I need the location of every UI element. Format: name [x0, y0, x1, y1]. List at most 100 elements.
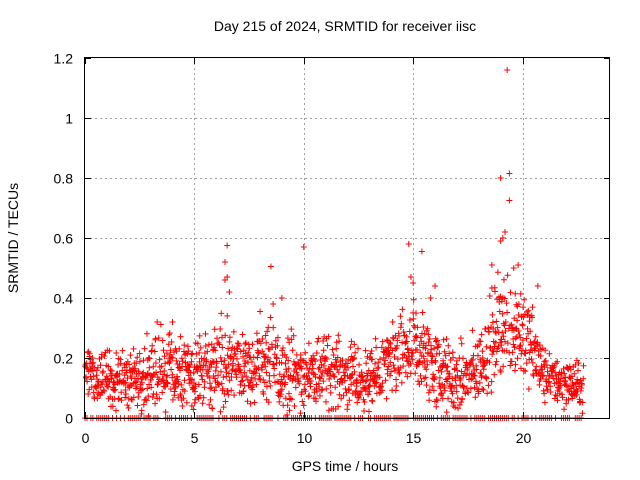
data-point	[489, 311, 496, 318]
data-point	[273, 354, 280, 361]
data-point	[340, 392, 347, 399]
data-point	[309, 365, 316, 372]
data-point	[574, 376, 581, 383]
data-point	[387, 372, 394, 379]
grid	[85, 58, 610, 418]
data-point	[336, 391, 343, 398]
data-point	[183, 366, 190, 373]
data-point	[458, 399, 465, 406]
data-point	[256, 375, 263, 382]
data-point	[217, 408, 224, 415]
data-point	[353, 376, 360, 383]
data-point	[579, 410, 586, 417]
data-point	[169, 354, 176, 361]
data-point	[534, 283, 541, 289]
data-point	[213, 360, 220, 367]
data-point	[279, 347, 286, 354]
data-point	[324, 342, 331, 349]
data-point	[94, 382, 101, 389]
data-point	[467, 385, 474, 392]
data-point	[179, 402, 186, 409]
data-point	[492, 288, 499, 295]
data-point	[420, 324, 427, 331]
y-tick-label: 0	[65, 411, 73, 427]
data-point	[477, 338, 484, 345]
data-point	[243, 373, 250, 380]
data-point	[520, 314, 527, 321]
data-point	[428, 346, 435, 353]
data-point	[522, 368, 529, 375]
data-point	[529, 359, 536, 366]
data-point	[267, 358, 274, 365]
data-point	[163, 350, 170, 357]
data-point	[233, 374, 240, 381]
data-point	[517, 334, 524, 341]
data-point	[362, 378, 369, 385]
data-point	[237, 366, 244, 373]
data-point	[387, 359, 394, 366]
data-point	[237, 348, 244, 355]
data-point	[480, 366, 487, 373]
data-point	[344, 401, 351, 408]
data-point	[248, 374, 255, 381]
data-point	[409, 356, 416, 363]
data-point	[234, 340, 241, 347]
data-point	[196, 332, 203, 339]
data-point	[429, 359, 436, 366]
data-point	[514, 355, 521, 362]
data-point	[270, 361, 277, 368]
data-point	[202, 330, 209, 337]
data-point	[367, 350, 374, 357]
data-point	[542, 357, 549, 364]
data-point	[90, 389, 97, 396]
data-point	[105, 363, 112, 370]
data-point	[523, 360, 530, 367]
data-point	[156, 395, 163, 402]
x-tick-label: 15	[406, 430, 422, 446]
data-point	[194, 340, 201, 347]
data-point	[211, 375, 218, 382]
y-tick-label: 0.2	[54, 351, 74, 367]
data-point	[283, 369, 290, 376]
data-point	[178, 355, 185, 362]
data-point	[353, 383, 360, 390]
data-point	[143, 397, 150, 404]
data-point	[523, 335, 530, 342]
data-point	[480, 386, 487, 393]
data-point	[290, 332, 297, 339]
data-point	[322, 367, 329, 374]
data-point	[382, 357, 389, 364]
data-point	[285, 390, 292, 397]
data-point	[149, 394, 156, 401]
data-point	[432, 359, 439, 366]
data-point	[287, 372, 294, 379]
data-point	[368, 348, 375, 355]
data-point	[515, 262, 522, 268]
data-point	[573, 357, 580, 364]
data-point	[386, 339, 393, 346]
data-point	[501, 295, 508, 302]
data-point	[378, 344, 385, 351]
data-point	[397, 324, 404, 331]
data-point	[306, 366, 313, 373]
data-point	[408, 353, 415, 360]
data-point	[226, 377, 233, 384]
data-point	[540, 372, 547, 379]
data-point	[278, 386, 285, 393]
data-point	[493, 329, 500, 336]
data-point	[121, 364, 128, 371]
data-points	[82, 67, 587, 421]
data-point	[151, 348, 158, 355]
data-point	[481, 362, 488, 369]
data-point	[242, 360, 249, 367]
data-point	[293, 369, 300, 376]
data-point	[488, 389, 495, 396]
data-point	[417, 349, 424, 356]
data-point	[504, 309, 511, 316]
data-point	[446, 371, 453, 377]
data-point	[197, 344, 204, 351]
data-point	[424, 361, 431, 368]
data-point	[288, 336, 295, 343]
data-point	[504, 272, 511, 279]
data-point	[329, 346, 336, 353]
